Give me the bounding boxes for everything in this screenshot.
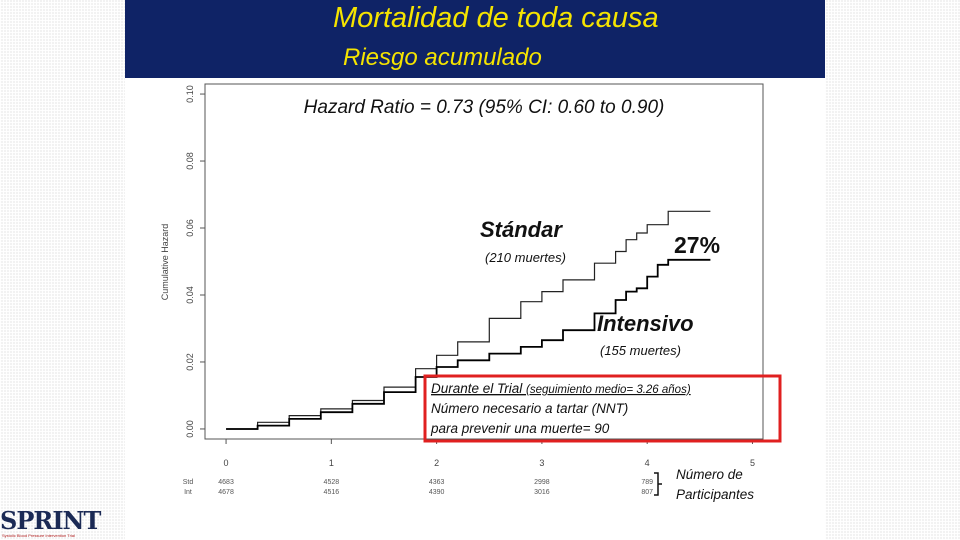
slide-body	[125, 0, 825, 540]
y-tick-label: 0.06	[185, 219, 195, 237]
sprint-logo: SPRINT	[0, 506, 101, 535]
risk-cell: 807	[641, 489, 653, 496]
risk-cell: 789	[641, 479, 653, 486]
intensive-label: Intensivo	[597, 311, 694, 336]
y-tick-label: 0.08	[185, 152, 195, 170]
risk-row-label: Int	[184, 489, 192, 496]
callout-line-3: para prevenir una muerte= 90	[430, 421, 610, 436]
slide-subtitle: Riesgo acumulado	[343, 44, 542, 71]
risk-cell: 4683	[218, 479, 234, 486]
x-tick-label: 4	[645, 458, 650, 468]
participants-label-1: Número de	[676, 467, 743, 482]
reduction-label: 27%	[674, 232, 720, 258]
x-axis: 0 1 2 3 4 5	[224, 439, 755, 468]
callout-line-1-main: Durante el Trial	[431, 381, 526, 396]
sprint-logo-tagline: Systolic Blood Pressure Intervention Tri…	[2, 533, 75, 538]
risk-cell: 4678	[218, 489, 234, 496]
risk-cell: 4516	[324, 489, 340, 496]
nnt-callout-box	[423, 374, 782, 443]
participants-label-2: Participantes	[676, 487, 754, 502]
risk-cell: 4363	[429, 479, 445, 486]
risk-cell: 4528	[324, 479, 340, 486]
x-tick-label: 5	[750, 458, 755, 468]
risk-cell: 4390	[429, 489, 445, 496]
x-tick-label: 3	[539, 458, 544, 468]
risk-row-label: Std	[183, 479, 194, 486]
y-tick-label: 0.10	[185, 85, 195, 103]
standard-deaths: (210 muertes)	[485, 250, 566, 265]
chart-title: Hazard Ratio = 0.73 (95% CI: 0.60 to 0.9…	[304, 97, 665, 118]
intensive-deaths: (155 muertes)	[600, 343, 681, 358]
callout-line-1: Durante el Trial (seguimiento medio= 3.2…	[431, 381, 691, 396]
x-tick-label: 2	[434, 458, 439, 468]
risk-table: Std 4683 4528 4363 2998 789 Int 4678 4516 4390 301…	[183, 479, 653, 496]
y-tick-label: 0.00	[185, 420, 195, 438]
risk-cell: 3016	[534, 489, 550, 496]
slide-title: Mortalidad de toda causa	[333, 2, 659, 34]
standard-label: Stándar	[480, 217, 563, 242]
x-tick-label: 0	[224, 458, 229, 468]
y-tick-label: 0.04	[185, 286, 195, 304]
y-axis: 0.00 0.02 0.04 0.06 0.08 0.10	[185, 85, 205, 438]
callout-line-1-note: (seguimiento medio= 3.26 años)	[526, 384, 691, 396]
x-tick-label: 1	[329, 458, 334, 468]
series-layer	[226, 210, 711, 430]
series-intensive-line	[226, 258, 711, 430]
plot-frame	[204, 83, 764, 440]
y-axis-label: Cumulative Hazard	[160, 224, 170, 301]
callout-line-2: Número necesario a tartar (NNT)	[431, 401, 628, 416]
participants-bracket	[654, 472, 662, 496]
risk-cell: 2998	[534, 479, 550, 486]
title-bar	[125, 0, 825, 78]
y-tick-label: 0.02	[185, 353, 195, 371]
series-standard-line	[226, 210, 711, 430]
